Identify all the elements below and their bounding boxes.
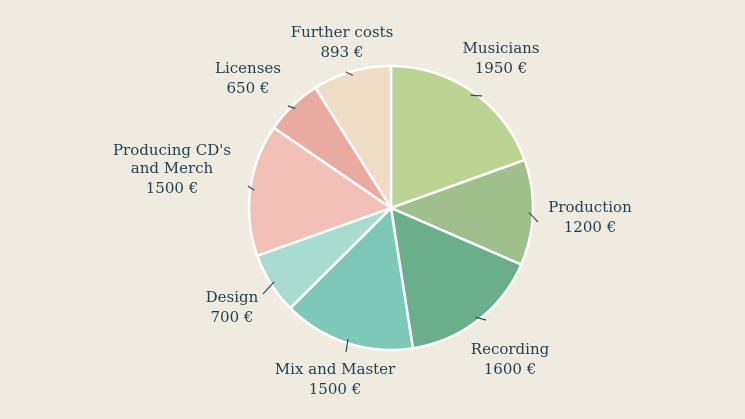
slice-label-producing-cd-s-and-merch-line-1: Producing CD's [113,141,231,159]
leader-line-musicians [470,94,483,97]
leader-line-production [528,212,539,223]
leader-line-design [262,281,275,295]
slice-label-further-costs: Further costs [291,23,394,41]
pie-slice-recording [389,206,523,350]
leader-line-licenses [287,105,296,110]
slice-label-production: Production [548,198,632,216]
slice-label-musicians: Musicians [462,39,539,57]
slice-label-producing-cd-s-and-merch-line-2: and Merch [131,159,214,177]
pie-slice-production [389,158,535,266]
pie-slice-producing-cd-s-and-merch [247,126,393,257]
pie-slice-further-costs [314,64,393,210]
pie-slice-mix-and-master [289,206,415,352]
slice-label-mix-and-master: Mix and Master [275,360,396,378]
slice-value-further-costs: 893 € [321,43,364,61]
slice-value-licenses: 650 € [227,79,270,97]
leader-line-recording [475,316,487,321]
slice-label-design: Design [206,288,259,306]
leader-line-mix-and-master [345,339,349,353]
leader-line-producing-cd-s-and-merch [247,185,255,191]
slice-label-licenses: Licenses [215,59,281,77]
slice-value-recording: 1600 € [484,360,537,378]
pie-slice-musicians [389,64,526,210]
slice-value-mix-and-master: 1500 € [309,380,362,398]
slice-value-musicians: 1950 € [475,59,528,77]
slice-value-producing-cd-s-and-merch: 1500 € [146,179,199,197]
slice-label-recording: Recording [471,340,550,358]
leader-line-further-costs [345,71,354,76]
slice-value-production: 1200 € [564,218,617,236]
slice-value-design: 700 € [211,308,254,326]
